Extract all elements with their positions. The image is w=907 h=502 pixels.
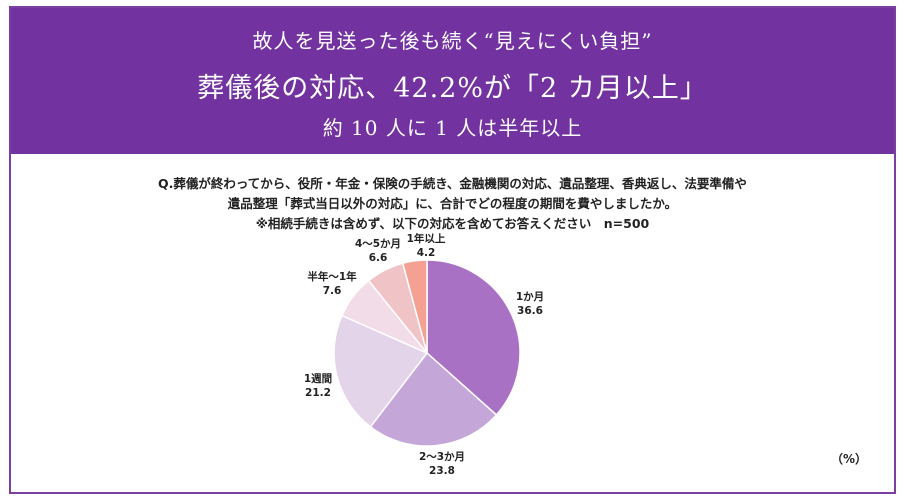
pie-slice [426, 259, 521, 416]
slice-category-label: 1週間 [304, 373, 332, 385]
slice-category-label: 1か月 [516, 291, 544, 303]
slice-value-label: 4.2 [417, 247, 436, 259]
question-line-1: Q.葬儀が終わってから、役所・年金・保険の手続き、金融機関の対応、遺品整理、香典… [158, 176, 747, 191]
unit-label: （%） [831, 452, 868, 466]
slice-value-label: 6.6 [369, 252, 388, 264]
slice-category-label: 2～3か月 [419, 451, 465, 463]
slice-value-label: 7.6 [323, 285, 342, 297]
banner-subheadline: 約 10 人に 1 人は半年以上 [322, 116, 583, 140]
question-line-3: ※相続手続きは含めず、以下の対応を含めてお答えください n=500 [255, 216, 650, 231]
slice-category-label: 1年以上 [407, 232, 446, 245]
slice-category-label: 半年～1年 [307, 270, 357, 283]
slice-category-label: 4～5か月 [355, 238, 401, 250]
question-line-2: 遺品整理「葬式当日以外の対応」に、合計でどの程度の期間を費やしましたか。 [227, 196, 678, 211]
headline-banner: 故人を見送った後も続く“見えにくい負担” 葬儀後の対応、42.2%が「2 カ月以… [11, 8, 894, 154]
pie-chart: 1か月 36.6 2～3か月 23.8 1週間 21.2 半年～1年 7.6 4～5か月 6.6 1… [304, 232, 544, 477]
slice-value-label: 21.2 [305, 387, 331, 399]
slice-value-label: 36.6 [517, 305, 543, 317]
banner-kicker: 故人を見送った後も続く“見えにくい負担” [252, 29, 653, 53]
pie-slice [401, 259, 428, 354]
pie-slice [369, 351, 498, 447]
slice-value-label: 23.8 [429, 465, 455, 477]
banner-headline: 葬儀後の対応、42.2%が「2 カ月以上」 [197, 73, 708, 104]
chart-frame: 故人を見送った後も続く“見えにくい負担” 葬儀後の対応、42.2%が「2 カ月以… [9, 6, 896, 494]
